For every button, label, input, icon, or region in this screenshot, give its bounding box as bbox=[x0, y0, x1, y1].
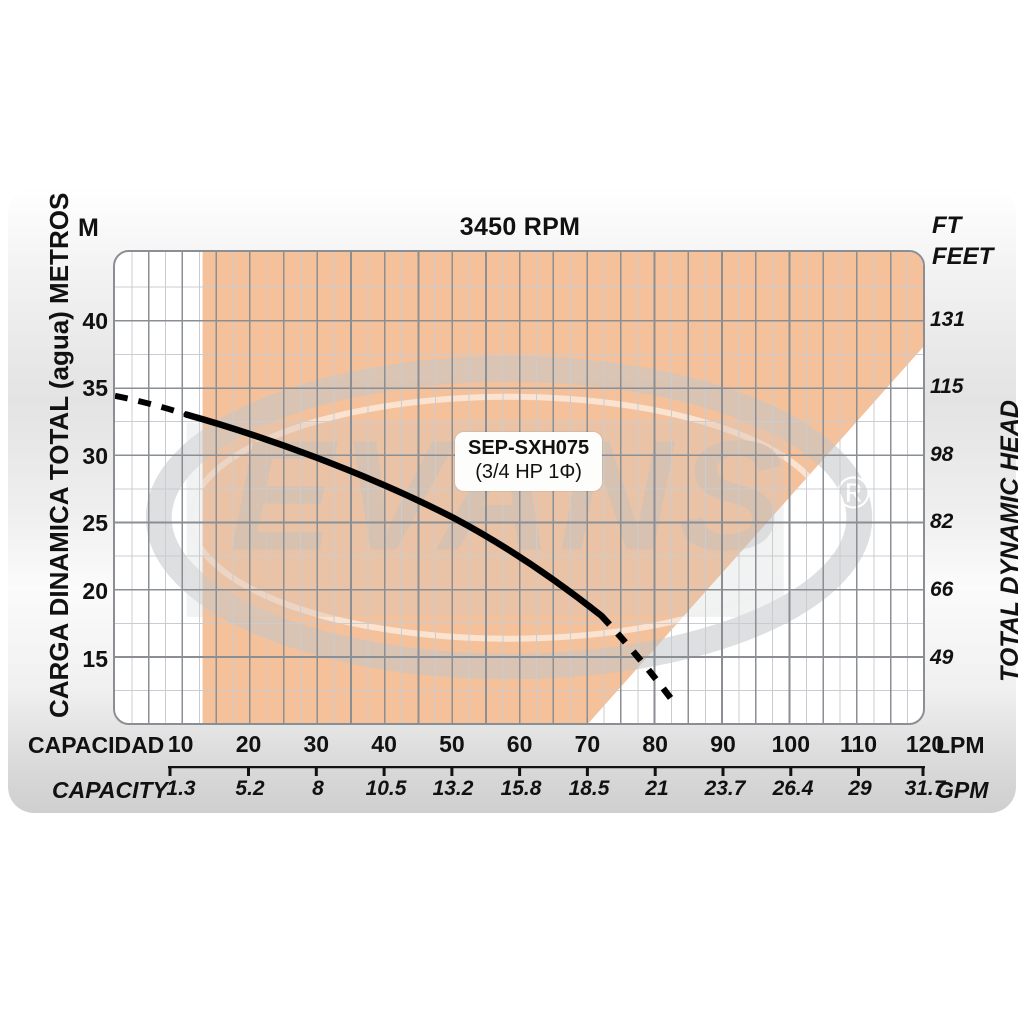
head-curve-dashed-end bbox=[599, 613, 675, 703]
y-axis-caption-right: TOTAL DYNAMIC HEAD bbox=[996, 400, 1024, 682]
x-axis-label-es: CAPACIDAD bbox=[28, 732, 165, 758]
x-unit-lpm: LPM bbox=[936, 732, 985, 758]
y-tick-left: 35 bbox=[82, 375, 108, 401]
x-tick-lpm: 80 bbox=[642, 731, 668, 757]
x-tick-gpm: 1.3 bbox=[166, 777, 196, 800]
x-tick-gpm: 23.7 bbox=[704, 777, 746, 800]
x-tick-lpm: 100 bbox=[771, 731, 810, 757]
x-tick-lpm: 70 bbox=[574, 731, 601, 757]
y-tick-left: 20 bbox=[82, 578, 108, 604]
x-tick-gpm: 21 bbox=[645, 777, 669, 800]
plot-area: EVANS ® bbox=[113, 250, 925, 725]
x-tick-gpm: 26.4 bbox=[772, 777, 814, 800]
x-tick-lpm: 90 bbox=[710, 731, 736, 757]
y-tick-right: 66 bbox=[930, 578, 954, 601]
chart-title: 3450 RPM bbox=[459, 213, 581, 241]
x-axis-tickline bbox=[113, 763, 925, 776]
x-tick-lpm: 60 bbox=[506, 731, 533, 757]
x-tick-gpm: 10.5 bbox=[365, 777, 407, 800]
y-axis-left-ticks: 40 35 30 25 20 15 bbox=[50, 250, 108, 725]
x-tick-gpm: 15.8 bbox=[500, 777, 542, 800]
y-tick-right: 115 bbox=[930, 375, 964, 398]
x-axis-label-en: CAPACITY bbox=[52, 777, 168, 803]
x-tick-gpm: 29 bbox=[848, 777, 872, 800]
x-tick-lpm: 40 bbox=[371, 731, 397, 757]
x-unit-gpm: GPM bbox=[936, 777, 989, 803]
left-unit-label: M bbox=[78, 214, 99, 242]
y-tick-right: 131 bbox=[930, 308, 966, 331]
plot-svg: EVANS ® bbox=[115, 252, 923, 723]
x-tick-lpm: 50 bbox=[439, 731, 465, 757]
x-tick-gpm: 8 bbox=[312, 777, 324, 800]
x-tick-gpm: 5.2 bbox=[235, 777, 265, 800]
svg-text:®: ® bbox=[836, 467, 870, 518]
x-tick-lpm: 120 bbox=[905, 731, 945, 757]
head-curve-solid bbox=[183, 411, 605, 620]
x-tick-lpm: 10 bbox=[167, 731, 194, 757]
grid-major bbox=[115, 252, 923, 723]
x-tick-gpm: 18.5 bbox=[568, 777, 610, 800]
y-axis-right-ticks: 131 115 98 82 66 49 bbox=[930, 250, 986, 725]
y-tick-left: 15 bbox=[82, 646, 108, 672]
x-axis: 10 20 30 40 50 60 70 80 90 100 110 120 bbox=[113, 731, 945, 809]
x-tick-gpm: 13.2 bbox=[432, 777, 474, 800]
y-tick-left: 25 bbox=[82, 510, 108, 536]
y-tick-right: 49 bbox=[930, 646, 954, 669]
y-tick-right: 98 bbox=[930, 443, 954, 466]
head-curve-dashed-start bbox=[115, 392, 188, 418]
right-unit-feet: FEET bbox=[932, 243, 994, 270]
x-tick-gpm: 31.7 bbox=[904, 777, 946, 800]
y-tick-left: 40 bbox=[82, 308, 108, 334]
x-tick-lpm: 20 bbox=[235, 731, 262, 757]
x-tick-lpm: 30 bbox=[303, 731, 330, 757]
model-spec: (3/4 HP 1Φ) bbox=[475, 460, 582, 483]
model-name: SEP-SXH075 bbox=[468, 437, 590, 459]
y-tick-right: 82 bbox=[930, 510, 954, 533]
y-tick-left: 30 bbox=[82, 443, 108, 469]
x-ticks-lpm: 10 20 30 40 50 60 70 80 90 100 110 120 bbox=[113, 731, 944, 759]
right-unit-ft: FT bbox=[932, 212, 962, 239]
model-callout: SEP-SXH075 (3/4 HP 1Φ) bbox=[455, 432, 603, 492]
x-tick-lpm: 110 bbox=[839, 731, 878, 757]
x-ticks-gpm: 1.3 5.2 8 10.5 13.2 15.8 18.5 21 23.7 26… bbox=[113, 777, 945, 807]
